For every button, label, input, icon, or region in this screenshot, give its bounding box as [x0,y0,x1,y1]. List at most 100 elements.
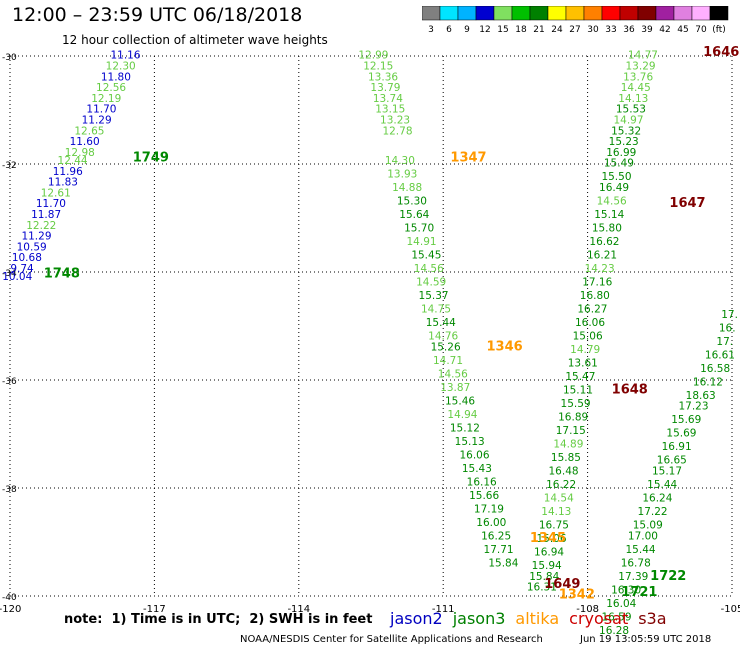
time-label: 1722 [650,569,686,584]
color-tick-label: 24 [551,25,563,35]
wave-height-point: 16.21 [587,250,617,262]
color-tick-label: 21 [533,25,544,35]
wave-height-point: 15.49 [604,158,634,170]
wave-height-point: 16.31 [527,582,557,594]
time-label: 1749 [133,150,169,165]
wave-height-point: 13.15 [375,104,405,116]
wave-height-point: 16.16 [467,476,497,488]
wave-height-point: 11.87 [31,209,61,221]
time-label: 1347 [450,150,486,165]
wave-height-point: 15.23 [609,136,639,148]
wave-height-point: 17.15 [556,425,586,437]
wave-height-point: 14.23 [585,263,615,275]
wave-height-point: 17.23 [678,401,708,413]
y-tick-label: -34 [2,269,17,279]
wave-height-point: 14.79 [570,344,600,356]
wave-height-point: 17.39 [618,571,648,583]
wave-height-point: 15.44 [626,544,656,556]
wave-height-point: 15.43 [462,463,492,475]
legend-cryosat: cryosat [569,609,629,628]
wave-height-point: 11.80 [101,71,131,83]
wave-height-point: 16.12 [693,376,723,388]
wave-height-point: 10.59 [17,241,47,253]
wave-height-point: 15.30 [397,196,427,208]
wave-height-point: 13.61 [568,358,598,370]
wave-height-point: 12.61 [41,187,71,199]
satellite-legend: jason2 jason3 altika cryosat s3a [390,609,677,628]
wave-height-point: 16. [719,322,736,334]
legend-altika: altika [515,609,560,628]
wave-height-point: 17.19 [474,503,504,515]
wave-height-point: 15.64 [399,209,429,221]
color-tick-label: 30 [587,25,599,35]
wave-height-point: 16.75 [539,520,569,532]
wave-height-point: 17.22 [638,506,668,518]
wave-height-point: 15.84 [529,571,559,583]
wave-height-point: 17. [721,309,738,321]
wave-height-point: 15.66 [469,490,499,502]
wave-height-point: 14.76 [428,331,458,343]
wave-height-point: 15.37 [419,290,449,302]
wave-height-point: 17.00 [628,530,658,542]
wave-height-point: 11.83 [48,177,78,189]
wave-height-point: 15.06 [536,533,566,545]
y-tick-label: -30 [2,53,17,63]
wave-height-point: 15.69 [671,414,701,426]
wave-height-point: 16.65 [657,455,687,467]
wave-height-point: 15.69 [666,428,696,440]
wave-height-point: 14.94 [447,409,477,421]
wave-height-point: 11.29 [82,115,112,127]
wave-height-point: 15.17 [652,466,682,478]
wave-height-point: 11.70 [86,104,116,116]
wave-height-point: 16.94 [534,547,564,559]
wave-height-point: 14.54 [544,493,574,505]
wave-height-point: 16.91 [662,441,692,453]
wave-height-point: 12.15 [363,61,393,73]
time-label: 1648 [612,383,648,398]
wave-height-point: 14.77 [628,50,658,62]
x-tick-label: -111 [432,604,455,615]
wave-height-point: 16.49 [599,182,629,194]
color-tick-label: 70 [695,25,707,35]
wave-height-point: 11.60 [70,136,100,148]
wave-height-point: 13.74 [373,93,403,105]
wave-height-point: 16.06 [575,317,605,329]
color-tick-label: 27 [569,25,580,35]
wave-height-point: 15.84 [488,557,518,569]
wave-height-point: 16.58 [700,363,730,375]
footer-date: Jun 19 13:05:59 UTC 2018 [580,634,712,645]
wave-height-point: 16.24 [642,493,672,505]
time-label: 1721 [621,585,657,600]
wave-height-point: 15.11 [563,385,593,397]
wave-height-point: 15.94 [532,560,562,572]
time-label: 1646 [703,45,739,60]
wave-height-point: 15.80 [592,223,622,235]
wave-height-point: 16.27 [577,304,607,316]
wave-height-point: 11.16 [110,50,140,62]
wave-height-point: 12.30 [106,61,136,73]
footer-note: note: 1) Time is in UTC; 2) SWH is in fe… [64,612,373,627]
color-tick-label: 3 [428,25,434,35]
wave-height-point: 16.30 [611,584,641,596]
legend-jason3: jason3 [452,609,506,628]
wave-height-point: 14.45 [621,82,651,94]
wave-height-point: 12.78 [382,125,412,137]
wave-height-point: 9.74 [10,263,34,275]
wave-height-point: 14.97 [613,115,643,127]
wave-height-point: 16.61 [705,349,735,361]
wave-height-point: 14.13 [541,506,571,518]
wave-height-point: 16.59 [601,611,631,623]
wave-height-point: 13.23 [380,115,410,127]
color-tick-label: 15 [497,25,508,35]
x-tick-label: -114 [287,604,310,615]
wave-height-point: 15.44 [647,479,677,491]
wave-height-point: 14.88 [392,182,422,194]
wave-height-point: 15.13 [455,436,485,448]
page-subtitle: 12 hour collection of altimeter wave hei… [62,33,328,47]
wave-height-point: 14.13 [618,93,648,105]
wave-height-point: 16.28 [599,625,629,637]
time-label: 1342 [559,588,595,603]
wave-height-point: 14.56 [597,196,627,208]
wave-height-point: 16.22 [546,479,576,491]
